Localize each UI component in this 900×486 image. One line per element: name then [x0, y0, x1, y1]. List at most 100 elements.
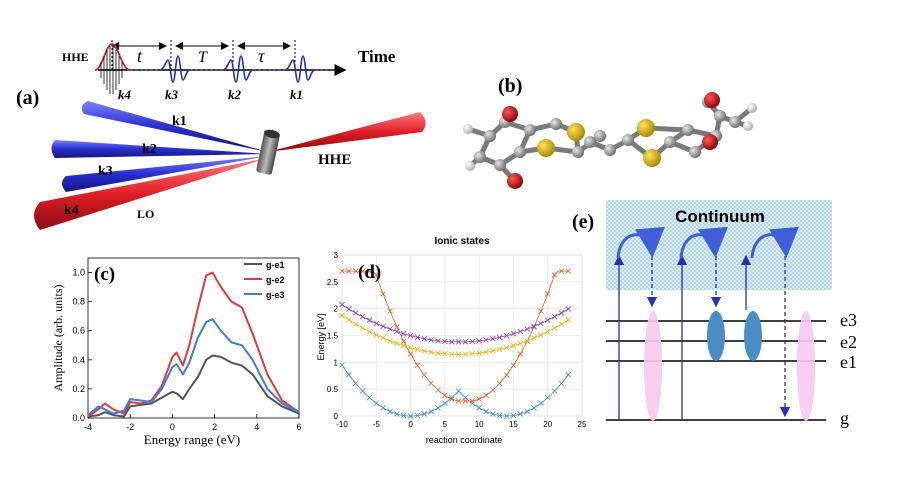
pulse-label-k1: k1 — [290, 87, 303, 102]
panel-e-label: (e) — [572, 211, 594, 233]
d-point-state3 — [524, 338, 530, 344]
d-point-state3 — [428, 349, 434, 355]
d-point-state2 — [414, 362, 421, 369]
carbon-atom — [514, 146, 526, 158]
carbon-atom — [572, 146, 584, 158]
d-point-state1 — [428, 408, 434, 415]
d-point-state4 — [421, 335, 428, 342]
d-point-state4 — [407, 332, 414, 339]
panel-d-plot: -10 -5 0 5 10 15 20 25 0 0.5 1 1.5 2 2.5 3 — [327, 251, 587, 429]
beam-k3 — [62, 156, 268, 192]
d-point-state3 — [558, 321, 565, 327]
d-point-state2 — [496, 380, 503, 387]
hhe-pulse-comb — [100, 46, 123, 94]
d-point-state1 — [544, 394, 551, 401]
d-point-state2 — [407, 351, 414, 357]
d-ytick-label: 3 — [334, 251, 339, 260]
d-point-state4 — [435, 337, 441, 344]
d-point-state2 — [462, 398, 469, 404]
hydrogen-atom — [743, 121, 753, 131]
curved-arrow-3 — [750, 226, 799, 259]
d-point-state3 — [421, 348, 428, 354]
panel-c-xlabel: Energy range (eV) — [144, 432, 241, 447]
curved-arrow-2 — [679, 226, 728, 259]
beam-hhe-out — [268, 112, 426, 152]
d-point-state4 — [352, 310, 359, 316]
d-point-state4 — [544, 317, 551, 323]
carbon-atom — [714, 110, 726, 122]
d-point-state3 — [469, 350, 476, 357]
d-point-state3 — [400, 342, 407, 349]
d-point-state3 — [366, 328, 373, 335]
d-point-state3 — [435, 350, 441, 356]
d-point-state1 — [407, 413, 414, 419]
d-point-state1 — [496, 412, 503, 419]
level-g: g — [840, 408, 849, 428]
d-point-state1 — [366, 394, 373, 401]
d-point-state2 — [503, 372, 510, 378]
d-point-state3 — [517, 340, 524, 347]
panel-d-title: Ionic states — [434, 236, 489, 247]
d-point-state3 — [565, 317, 572, 323]
d-point-state2 — [538, 308, 544, 314]
d-point-state3 — [407, 344, 414, 351]
pulse-k1-wave — [284, 55, 316, 83]
d-point-state4 — [339, 301, 345, 308]
c-ytick-label: 0.2 — [72, 384, 85, 394]
d-point-state4 — [510, 330, 517, 337]
d-point-state4 — [517, 328, 524, 335]
d-point-state2 — [346, 268, 352, 274]
hydrogen-atom — [465, 161, 475, 171]
sulfur-atom — [637, 119, 655, 137]
d-point-state2 — [400, 338, 407, 344]
c-xtick-label: 6 — [296, 422, 301, 432]
beam-label-k2: k2 — [142, 142, 157, 157]
c-ytick-label: 0.0 — [72, 413, 85, 423]
d-point-state2 — [565, 268, 572, 274]
sulfur-atom — [537, 139, 555, 157]
sulfur-atom — [567, 123, 585, 141]
d-xtick-label: 20 — [543, 420, 552, 429]
d-point-state2 — [366, 268, 373, 274]
pink-population-right — [797, 311, 815, 421]
d-point-state2 — [435, 387, 441, 393]
d-point-state1 — [483, 408, 489, 415]
d-point-state2 — [483, 392, 489, 399]
hydrogen-atom — [463, 124, 473, 134]
d-series-line-state2 — [342, 270, 569, 402]
d-point-state4 — [531, 323, 537, 330]
d-xtick-label: -10 — [336, 420, 348, 429]
d-point-state3 — [531, 335, 537, 341]
d-point-state1 — [352, 380, 359, 387]
c-series-g-e1 — [87, 354, 300, 418]
d-point-state1 — [531, 405, 537, 411]
beam-lo-k4 — [34, 158, 268, 230]
d-point-state3 — [359, 325, 366, 331]
d-point-state2 — [476, 396, 482, 402]
d-ytick-label: 1 — [334, 358, 339, 367]
carbon-atom — [689, 146, 701, 158]
c-xtick-label: 4 — [254, 422, 259, 432]
d-point-state1 — [380, 405, 386, 411]
level-e3: e3 — [840, 310, 857, 330]
carbon-atom — [524, 124, 536, 136]
d-series-line-state4 — [341, 304, 569, 343]
d-point-state2 — [352, 268, 359, 274]
d-point-state3 — [373, 332, 380, 338]
continuum-label: Continuum — [675, 207, 765, 226]
d-point-state1 — [400, 412, 407, 419]
hydrogen-atom — [747, 103, 757, 113]
d-point-state4 — [538, 320, 544, 327]
hhe-beam-label: HHE — [318, 152, 351, 168]
d-point-state2 — [380, 291, 386, 297]
d-point-state4 — [490, 335, 496, 342]
d-point-state4 — [366, 317, 373, 323]
pulse-label-k4: k4 — [118, 87, 132, 102]
beam-label-k3: k3 — [98, 164, 113, 179]
d-point-state1 — [469, 400, 476, 407]
c-ytick-label: 0.8 — [72, 297, 85, 307]
d-point-state4 — [524, 326, 530, 332]
d-point-state3 — [483, 349, 489, 355]
d-point-state1 — [565, 371, 572, 378]
d-point-state1 — [414, 412, 421, 419]
